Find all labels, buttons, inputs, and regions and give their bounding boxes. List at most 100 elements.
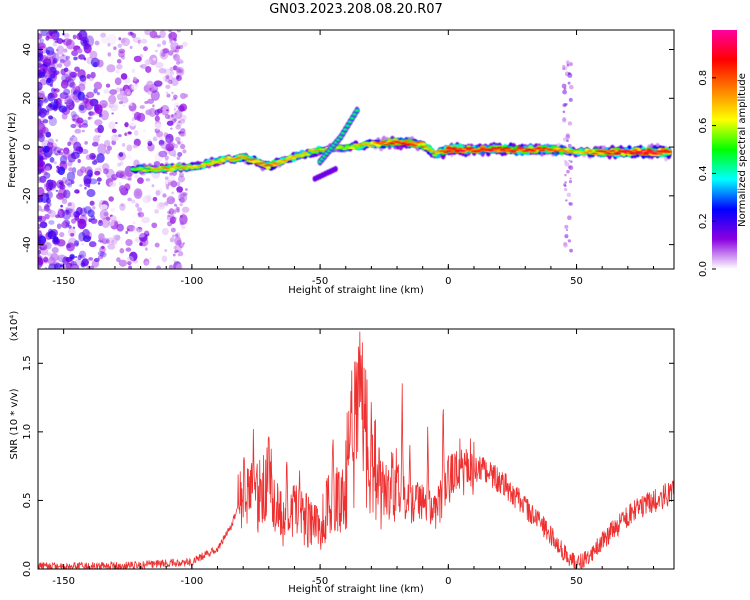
spectrogram-noise-blob	[38, 217, 43, 222]
spectrogram-noise-blob	[137, 39, 141, 44]
colorbar: 0.0 0.2 0.4 0.6 0.8 Normalized spectral ampl…	[698, 30, 748, 277]
spectrogram-noise-blob	[150, 90, 160, 101]
spectrogram-noise-blob	[158, 136, 164, 141]
spectrogram-noise-blob	[158, 150, 168, 158]
spectrogram-noise-blob	[85, 231, 93, 239]
spectrogram-ridge-cell	[632, 148, 638, 152]
spectrogram-noise-blob	[39, 168, 44, 172]
snr-y-tick-label: 0.5	[22, 492, 33, 508]
spectrogram-noise-blob	[43, 183, 49, 187]
spectrogram-noise-blob	[170, 219, 175, 225]
spectrogram-noise-blob	[40, 110, 45, 114]
spectrogram-noise-blob	[132, 144, 138, 149]
spectrogram-noise-blob	[55, 48, 59, 52]
spectrogram-noise-blob	[38, 69, 43, 79]
spectrogram-noise-blob	[562, 118, 567, 123]
spectrogram-noise-blob	[181, 225, 186, 230]
spectrogram-noise-blob	[39, 33, 43, 37]
spectrogram-ridge-cell	[640, 149, 647, 152]
spectrogram-noise-blob	[176, 208, 180, 213]
spectrogram-noise-blob	[144, 59, 151, 66]
spectrogram-noise-blob	[118, 259, 127, 267]
spectrogram-noise-blob	[101, 36, 109, 44]
spectrogram-noise-blob	[174, 233, 179, 237]
spectrogram-ridge-cell	[460, 149, 466, 152]
spectrogram-noise-blob	[172, 54, 177, 59]
spectrogram-noise-blob	[116, 223, 124, 232]
spectrogram-noise-blob	[87, 185, 91, 188]
spectrogram-noise-blob	[96, 91, 101, 96]
spectrogram-noise-blob	[169, 237, 175, 243]
spectrogram-noise-blob	[176, 121, 182, 127]
spectrogram-noise-blob	[45, 180, 54, 189]
colorbar-tick-label: 0.8	[698, 70, 709, 86]
spectrogram-noise-blob	[166, 109, 169, 112]
spectrogram-noise-blob	[100, 32, 107, 38]
spectrogram-noise-blob	[166, 186, 169, 190]
spectrogram-noise-blob	[38, 42, 41, 49]
spectrogram-ridge-cell	[307, 149, 314, 152]
spectrogram-noise-blob	[170, 47, 176, 52]
spectrogram-noise-blob	[67, 182, 73, 188]
spectrogram-noise-blob	[38, 160, 46, 168]
spectrogram-noise-blob	[122, 104, 126, 107]
spectrogram-noise-blob	[53, 161, 57, 165]
snr-frame	[37, 328, 675, 570]
spectrogram-noise-blob	[567, 121, 573, 126]
spectrogram-noise-blob	[563, 87, 567, 91]
spectrogram-noise-blob	[39, 149, 43, 153]
spectrogram-noise-blob	[121, 170, 126, 175]
spectrogram-noise-blob	[51, 92, 58, 99]
spectrogram-noise-blob	[151, 184, 155, 188]
spectrogram-noise-blob	[86, 189, 96, 198]
spectrogram-noise-blob	[72, 172, 76, 176]
spectrogram-branch-cell	[333, 166, 338, 173]
spectrogram-noise-blob	[164, 114, 170, 120]
spectrogram-ridge-cell	[313, 150, 320, 154]
spectrogram-noise-blob	[175, 136, 181, 143]
spectrogram-ridge-cell	[338, 146, 345, 148]
spectrogram-noise-blob	[167, 114, 173, 120]
spectrogram-ridge-cell	[214, 161, 221, 163]
spectrogram-noise-blob	[68, 167, 74, 172]
spectrogram-noise-blob	[97, 255, 104, 260]
spectrogram-noise-blob	[157, 188, 164, 195]
spectrogram-noise-blob	[66, 243, 71, 249]
spectrogram-noise-blob	[53, 146, 62, 156]
spectrogram-noise-blob	[146, 80, 154, 88]
spectrogram-noise-blob	[63, 147, 70, 155]
spectrogram-noise-blob	[175, 263, 183, 269]
spectrogram-ridge-cell	[383, 143, 390, 146]
spectrogram-ridge-cell	[369, 144, 376, 147]
spectrogram-noise-blob	[39, 45, 48, 54]
spectrogram-noise-blob	[67, 141, 72, 147]
spectrogram-ridge-cell	[302, 152, 308, 154]
spectrogram-ridge-cell	[657, 152, 664, 155]
spectrogram-noise-blob	[180, 227, 189, 237]
spectrogram-noise-blob	[175, 46, 179, 49]
spectrogram-noise-blob	[89, 265, 95, 269]
spectrogram-noise-blob	[133, 188, 143, 200]
spectrogram-noise-blob	[118, 237, 125, 245]
spectrogram-noise-blob	[38, 42, 46, 49]
spectrogram-noise-blob	[129, 251, 138, 262]
spectrogram-ridge-cell	[643, 152, 650, 154]
spectrogram-noise-blob	[168, 50, 174, 56]
spectrogram-ridge-cell	[341, 148, 348, 150]
spectrogram-noise-blob	[53, 236, 59, 243]
spectrogram-noise-blob	[174, 249, 179, 254]
spectrogram-noise-blob	[49, 210, 56, 218]
spectrogram-noise-blob	[102, 238, 108, 245]
spectrogram-noise-blob	[74, 215, 80, 221]
spectrogram-noise-blob	[57, 254, 67, 263]
spectrogram-noise-blob	[173, 208, 178, 213]
spectrogram-noise-blob	[156, 43, 161, 48]
spectrogram-noise-blob	[129, 31, 133, 35]
spectrogram-ridge-cell	[446, 150, 452, 152]
spectrogram-noise-blob	[46, 186, 51, 192]
spectrogram-noise-blob	[143, 186, 152, 193]
spectrogram-noise-blob	[165, 75, 170, 79]
spectrogram-ridge-cell	[220, 160, 226, 163]
spectrogram-noise-blob	[46, 190, 53, 199]
spectrogram-ridge-cell	[423, 146, 430, 148]
